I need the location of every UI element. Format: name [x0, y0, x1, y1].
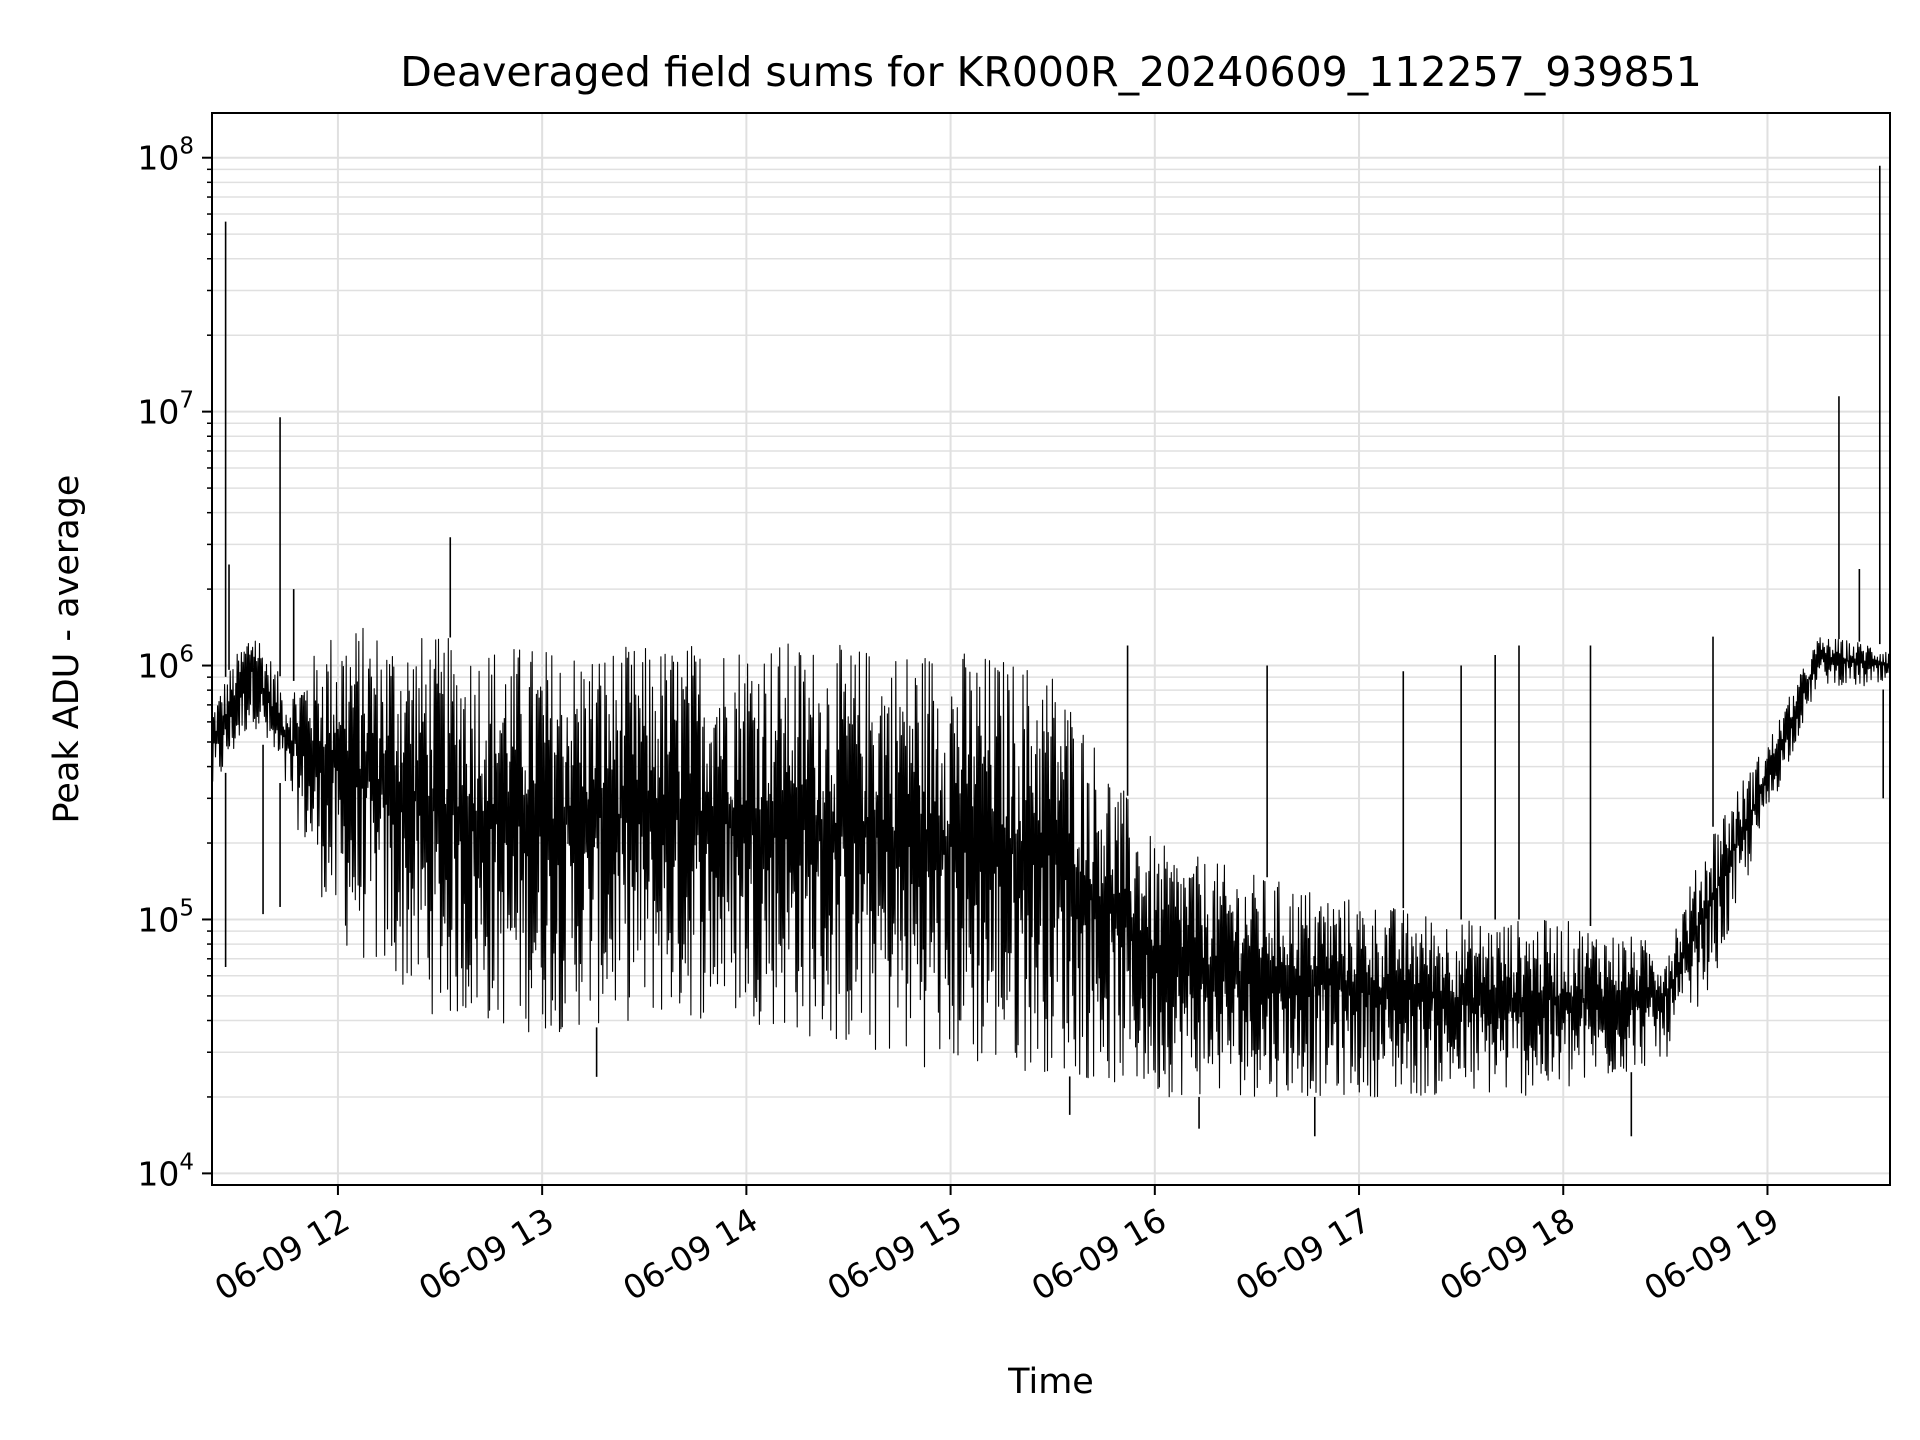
- series-peak-adu: [211, 165, 1891, 1137]
- chart-title: Deaveraged field sums for KR000R_2024060…: [400, 48, 1702, 96]
- y-tick-label: 105: [137, 895, 194, 939]
- y-tick-label: 104: [137, 1149, 194, 1193]
- plot-frame: [211, 112, 1891, 1186]
- y-tick-label: 108: [137, 134, 194, 178]
- y-axis-label: Peak ADU - average: [47, 475, 87, 824]
- y-axis: 104 105 106 107 108: [137, 134, 212, 1193]
- series-line: [211, 627, 1891, 1098]
- x-axis-label: Time: [1007, 1362, 1094, 1402]
- y-tick-label: 106: [137, 642, 194, 686]
- y-tick-label: 107: [137, 388, 194, 432]
